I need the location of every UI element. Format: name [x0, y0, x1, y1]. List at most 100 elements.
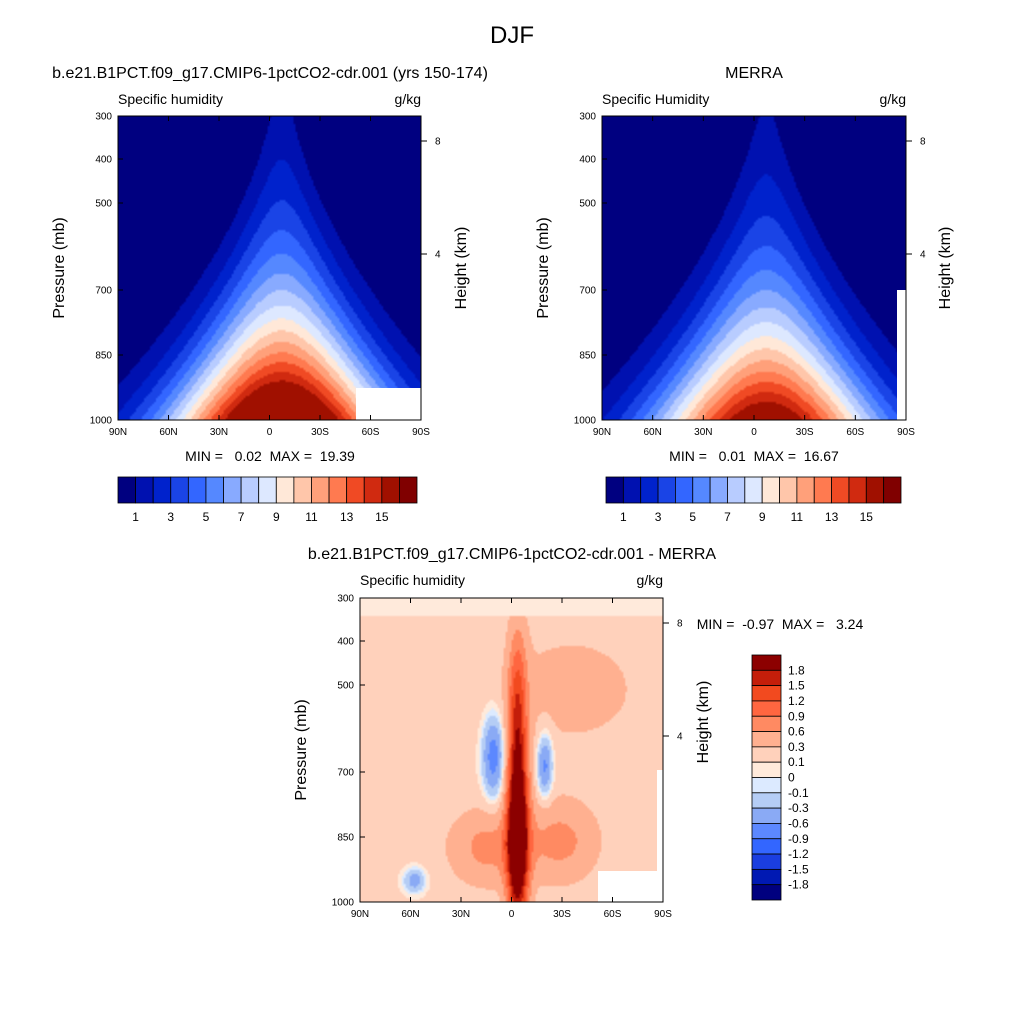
panel-title: b.e21.B1PCT.f09_g17.CMIP6-1pctCO2-cdr.00… [52, 65, 488, 82]
y-tick-label: 300 [337, 594, 354, 605]
colorbar-box [751, 777, 782, 794]
colorbar-box [275, 476, 295, 504]
x-tick-label: 30S [796, 427, 814, 438]
colorbar-label: 13 [825, 510, 839, 524]
colorbar-label: 1.2 [788, 694, 805, 708]
colorbar-box [381, 476, 400, 504]
colorbar-box [751, 669, 782, 687]
panel-merra: MERRA Specific Humidity g/kg 90N 60N 30N 0 3… [535, 65, 954, 524]
colorbar-box [744, 476, 763, 504]
colorbar-label: 0.1 [788, 755, 805, 769]
x-tick-label: 30N [694, 427, 712, 438]
colorbar-box [727, 476, 746, 504]
contour-field [360, 598, 663, 902]
x-tick-label: 30S [553, 909, 571, 920]
missing-data-region [657, 770, 663, 902]
y-tick-label: 300 [95, 112, 112, 123]
colorbar-box [223, 476, 242, 504]
colorbar-box [657, 476, 676, 504]
y-right-tick-label: 4 [677, 732, 683, 743]
contour-field [118, 116, 421, 420]
figure-title: DJF [490, 22, 534, 49]
subtitle-left: Specific humidity [360, 572, 465, 588]
y-tick-label: 500 [579, 199, 596, 210]
colorbar-label: 15 [375, 510, 389, 524]
colorbar-label: -0.6 [788, 816, 809, 830]
x-tick-label: 90S [412, 427, 430, 438]
colorbar-box [187, 476, 207, 504]
colorbar-label: 7 [238, 510, 245, 524]
colorbar-box [865, 476, 885, 504]
colorbar-box [831, 476, 850, 504]
colorbar-label: 1 [132, 510, 139, 524]
y-tick-label: 400 [95, 155, 112, 166]
y-tick-label: 700 [579, 286, 596, 297]
axis-ticks: 90N 60N 30N 0 30S 60S 90S 300 400 500 700 850 1000 8 4 [574, 112, 926, 439]
contour-field [602, 116, 906, 420]
colorbar: 1.81.51.20.90.60.30.10-0.1-0.3-0.6-0.9-1… [751, 654, 809, 901]
colorbar-box [605, 476, 624, 504]
x-tick-label: 30S [311, 427, 329, 438]
x-tick-label: 90N [351, 909, 369, 920]
x-tick-label: 30N [452, 909, 470, 920]
subtitle-left: Specific humidity [118, 91, 223, 107]
x-tick-label: 60N [643, 427, 661, 438]
y-tick-label: 700 [337, 768, 354, 779]
colorbar-label: 3 [167, 510, 174, 524]
y-tick-label: 500 [337, 681, 354, 692]
panel-title: MERRA [725, 65, 783, 82]
x-tick-label: 60N [159, 427, 177, 438]
colorbar-box [346, 476, 365, 504]
colorbar-box [751, 685, 782, 702]
min-max-stats: MIN = 0.02 MAX = 19.39 [185, 448, 355, 464]
colorbar-box [761, 476, 780, 504]
panel-difference: b.e21.B1PCT.f09_g17.CMIP6-1pctCO2-cdr.00… [293, 546, 863, 920]
x-tick-label: 90S [654, 909, 672, 920]
axis-ticks: 90N 60N 30N 0 30S 60S 90S 300 400 500 700 850 1000 8 4 [90, 112, 441, 439]
colorbar-box [848, 476, 867, 504]
y-tick-label: 1000 [574, 416, 597, 427]
colorbar-label: -1.8 [788, 878, 809, 892]
colorbar-label: 15 [860, 510, 874, 524]
y-right-tick-label: 8 [435, 137, 441, 148]
missing-data-region [356, 388, 421, 420]
missing-data-region [598, 871, 663, 902]
colorbar-label: 0.6 [788, 725, 805, 739]
y-axis-right-label: Height (km) [453, 227, 470, 310]
y-tick-label: 500 [95, 199, 112, 210]
colorbar-box [240, 476, 260, 504]
colorbar-box [117, 476, 136, 504]
colorbar-box [751, 700, 782, 717]
colorbar: 1 3 5 7 9 11 13 15 [605, 476, 902, 524]
colorbar-box [751, 746, 782, 763]
y-tick-label: 850 [95, 351, 112, 362]
colorbar-label: -0.1 [788, 786, 809, 800]
colorbar-label: 1.5 [788, 679, 805, 693]
colorbar-label: 7 [724, 510, 731, 524]
colorbar-box [293, 476, 312, 504]
subtitle-right: g/kg [880, 91, 906, 107]
y-tick-label: 1000 [90, 416, 113, 427]
colorbar-label: 1.8 [788, 663, 805, 677]
y-tick-label: 1000 [332, 898, 355, 909]
y-axis-label: Pressure (mb) [293, 699, 310, 800]
colorbar-label: -0.3 [788, 801, 809, 815]
colorbar-box [692, 476, 711, 504]
colorbar-box [751, 823, 782, 840]
colorbar-label: 9 [759, 510, 766, 524]
colorbar-box [751, 731, 782, 748]
colorbar-box [709, 476, 728, 504]
y-tick-label: 400 [579, 155, 596, 166]
colorbar-box [399, 476, 418, 504]
x-tick-label: 60S [846, 427, 864, 438]
colorbar-box [751, 715, 782, 732]
colorbar-box [205, 476, 224, 504]
colorbar-box [883, 476, 902, 504]
colorbar-label: -1.5 [788, 862, 809, 876]
colorbar-box [751, 884, 782, 901]
y-tick-label: 300 [579, 112, 596, 123]
x-tick-label: 0 [509, 909, 515, 920]
colorbar-box [751, 654, 782, 671]
colorbar-box [363, 476, 383, 504]
colorbar-box [796, 476, 815, 504]
